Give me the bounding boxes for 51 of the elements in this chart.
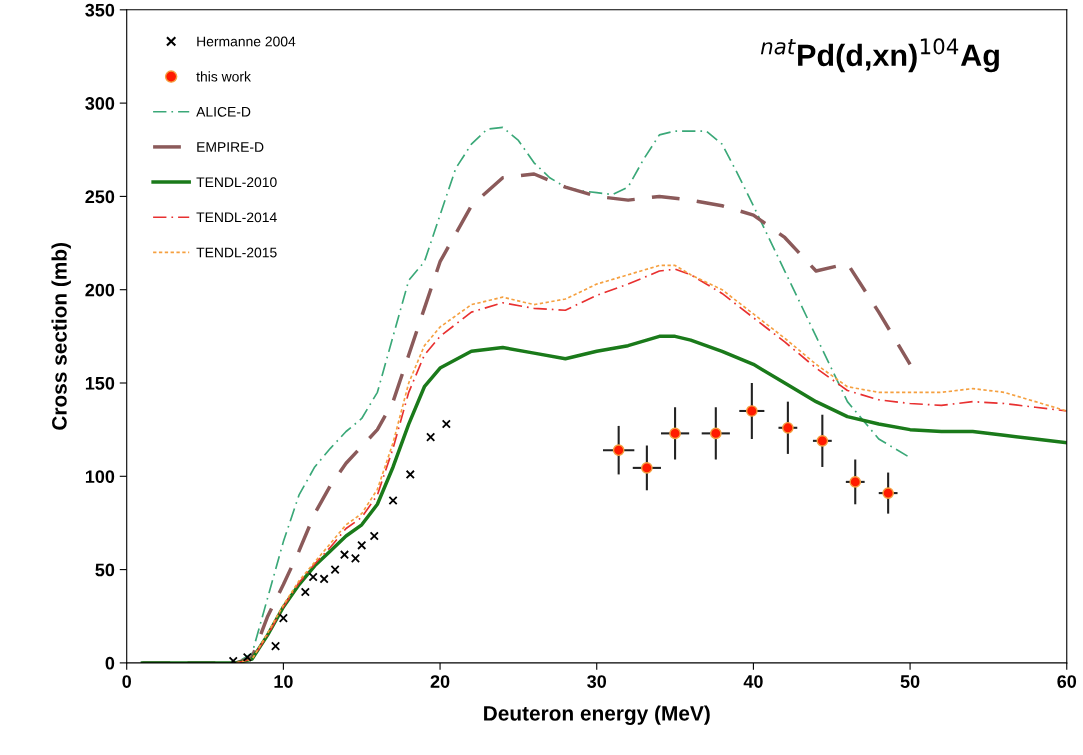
y-tick-label: 150 — [85, 376, 115, 390]
legend-label: ALICE-D — [196, 106, 251, 117]
y-tick-label: 50 — [95, 563, 115, 577]
point — [669, 427, 681, 440]
point — [816, 434, 829, 447]
y-tick-label: 250 — [85, 190, 115, 204]
point — [405, 469, 415, 480]
point — [745, 405, 758, 417]
point — [641, 462, 653, 474]
point — [228, 656, 238, 663]
x-tick-label: 50 — [900, 675, 920, 688]
legend-label: TENDL-2015 — [196, 247, 277, 258]
line-series — [140, 334, 1067, 663]
y-tick-label: 200 — [85, 283, 115, 297]
x-tick-label: 60 — [1057, 675, 1077, 688]
legend-label: TENDL-2010 — [196, 177, 277, 188]
y-tick-label: 350 — [85, 3, 115, 17]
y-tick-label: 0 — [105, 656, 115, 670]
point — [357, 540, 367, 550]
point — [388, 495, 398, 506]
x-tick-label: 30 — [587, 675, 607, 688]
point — [709, 427, 722, 440]
x-tick-label: 20 — [430, 675, 450, 688]
point — [441, 419, 451, 429]
x-axis-title: Deuteron energy (MeV) — [484, 705, 710, 725]
point — [242, 652, 252, 662]
x-tick-label: 40 — [743, 675, 763, 688]
x-tick-label: 10 — [274, 675, 293, 688]
y-axis-title: Cross section (mb) — [51, 243, 71, 430]
point — [330, 565, 340, 575]
legend-label: this work — [196, 71, 251, 82]
point — [339, 550, 350, 560]
point — [270, 641, 281, 651]
point — [319, 574, 329, 584]
legend-label: EMPIRE-D — [197, 142, 264, 152]
y-tick-label: 100 — [85, 470, 115, 484]
point — [278, 613, 288, 623]
legend-label: Hermanne 2004 — [197, 36, 296, 47]
point — [612, 444, 625, 457]
point — [369, 531, 379, 541]
point — [849, 476, 862, 488]
point — [426, 432, 436, 442]
legend-label: TENDL-2014 — [196, 212, 277, 223]
point — [350, 553, 361, 563]
point — [300, 587, 310, 597]
point — [782, 421, 794, 434]
point — [308, 572, 318, 582]
y-tick-label: 300 — [85, 97, 115, 110]
x-tick-label: 0 — [122, 675, 131, 688]
text: $^{nat}$Pd(d,xn)$^{104}$Ag — [760, 38, 999, 73]
point — [882, 487, 894, 499]
